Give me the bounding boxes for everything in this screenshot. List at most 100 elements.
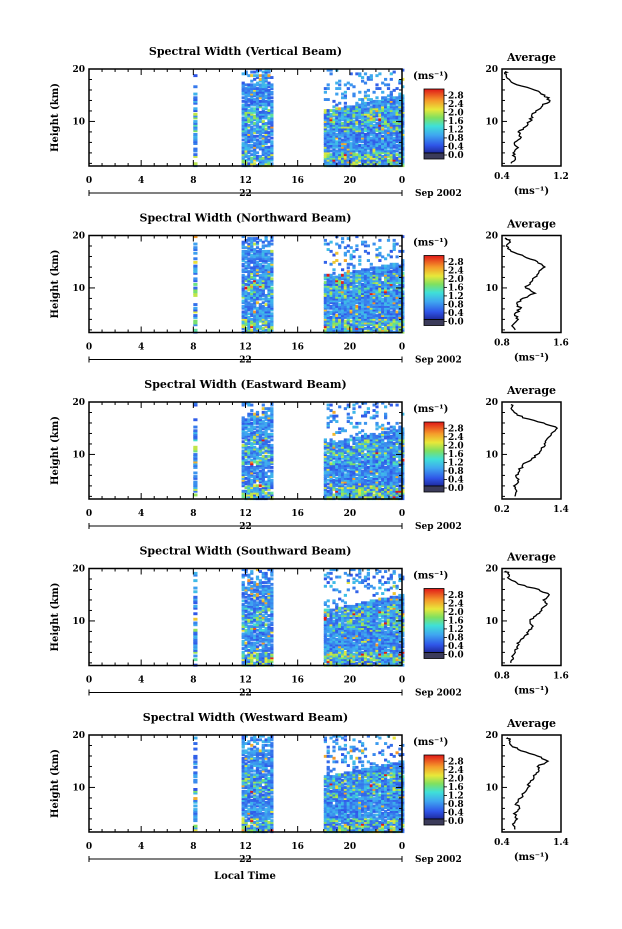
- heatmap-cell: [375, 410, 379, 414]
- heatmap-cell: [247, 316, 251, 319]
- heatmap-cell: [338, 101, 342, 105]
- heatmap-cell: [398, 303, 402, 306]
- heatmap-cell: [349, 156, 353, 160]
- heatmap-cell: [255, 294, 260, 297]
- heatmap-cell: [338, 279, 342, 283]
- heatmap-cell: [392, 101, 396, 105]
- heatmap-cell: [346, 129, 350, 133]
- heatmap-cell: [378, 251, 382, 255]
- heatmap-cell: [352, 129, 356, 133]
- heatmap-cell: [392, 478, 396, 482]
- heatmap-cell: [258, 488, 262, 491]
- heatmap-cell: [375, 328, 379, 332]
- heatmap-cell: [369, 266, 373, 270]
- heatmap-cell: [335, 464, 339, 467]
- heatmap-cell: [386, 451, 391, 455]
- heatmap-cell: [253, 321, 257, 325]
- heatmap-cell: [335, 455, 339, 458]
- heatmap-cell: [384, 488, 388, 491]
- heatmap-cell: [247, 88, 251, 92]
- average-y-tick-label: 10: [485, 284, 498, 294]
- average-title: Average: [506, 51, 556, 64]
- heatmap-cell: [401, 328, 405, 332]
- heatmap-cell: [349, 123, 353, 127]
- heatmap-cell: [323, 299, 327, 303]
- heatmap-cell: [375, 266, 379, 270]
- y-tick-label: 10: [72, 117, 85, 127]
- heatmap-cell: [323, 328, 327, 332]
- heatmap-cell: [241, 427, 245, 431]
- heatmap-cell: [392, 145, 396, 149]
- heatmap-cell: [335, 327, 339, 330]
- heatmap-cell: [241, 627, 245, 630]
- heatmap-cell: [258, 257, 262, 261]
- heatmap-cell: [346, 156, 350, 160]
- heatmap-cell: [384, 321, 388, 325]
- heatmap-cell: [349, 484, 353, 488]
- heatmap-cell: [193, 140, 198, 144]
- heatmap-cell: [241, 654, 245, 658]
- heatmap-cell: [392, 133, 396, 136]
- colorbar-tick-label: 2.8: [448, 258, 464, 268]
- heatmap-cell: [363, 489, 368, 493]
- heatmap-cell: [332, 410, 336, 414]
- heatmap-cell: [386, 316, 391, 319]
- heatmap-cell: [401, 412, 405, 416]
- heatmap-cell: [255, 321, 260, 325]
- heatmap-cell: [369, 445, 373, 449]
- heatmap-cell: [352, 290, 356, 294]
- heatmap-cell: [255, 90, 260, 94]
- heatmap-cell: [384, 155, 388, 158]
- heatmap-cell: [381, 445, 385, 449]
- heatmap-cell: [346, 486, 350, 490]
- heatmap-cell: [261, 246, 265, 250]
- heatmap-cell: [270, 286, 274, 290]
- colorbar-unit-label: (ms⁻¹): [413, 404, 448, 415]
- heatmap-cell: [247, 257, 251, 261]
- heatmap-cell: [366, 449, 370, 453]
- heatmap-cell: [261, 94, 265, 98]
- heatmap-cell: [193, 74, 198, 78]
- heatmap-cell: [338, 295, 342, 299]
- heatmap-cell: [378, 120, 382, 123]
- heatmap-cell: [250, 416, 254, 420]
- heatmap-cell: [332, 462, 336, 466]
- heatmap-cell: [253, 486, 257, 490]
- heatmap-cell: [193, 283, 198, 286]
- heatmap-cell: [258, 88, 262, 92]
- heatmap-cell: [250, 271, 254, 275]
- heatmap-cell: [361, 122, 365, 125]
- heatmap-cell: [395, 438, 399, 442]
- heatmap-cell: [389, 277, 393, 281]
- heatmap-cell: [381, 286, 385, 290]
- heatmap-cell: [358, 147, 362, 151]
- heatmap-cell: [349, 257, 353, 261]
- heatmap-cell: [247, 140, 251, 144]
- heatmap-cell: [372, 403, 376, 407]
- heatmap-cell: [341, 456, 345, 460]
- heatmap-cell: [247, 432, 251, 436]
- heatmap-cell: [255, 156, 260, 160]
- heatmap-cell: [352, 403, 356, 407]
- heatmap-cell: [386, 489, 391, 493]
- heatmap-cell: [369, 328, 373, 332]
- colorbar-tick-label: 1.2: [448, 458, 464, 468]
- heatmap-cell: [253, 101, 257, 105]
- heatmap-cell: [255, 425, 260, 429]
- heatmap-cell: [258, 99, 262, 103]
- heatmap-cell: [335, 301, 339, 305]
- heatmap-cell: [352, 477, 356, 480]
- heatmap-cell: [267, 116, 271, 120]
- heatmap-cell: [338, 151, 342, 155]
- heatmap-cell: [241, 636, 245, 639]
- average-y-tick-label: 10: [485, 450, 498, 460]
- heatmap-cell: [352, 110, 356, 114]
- heatmap-cell: [361, 436, 365, 440]
- heatmap-cell: [349, 297, 353, 301]
- heatmap-cell: [398, 458, 402, 462]
- heatmap-cell: [341, 321, 345, 325]
- heatmap-cell: [329, 443, 333, 447]
- heatmap-cell: [247, 495, 251, 499]
- heatmap-cell: [363, 138, 368, 142]
- heatmap-cell: [389, 477, 393, 480]
